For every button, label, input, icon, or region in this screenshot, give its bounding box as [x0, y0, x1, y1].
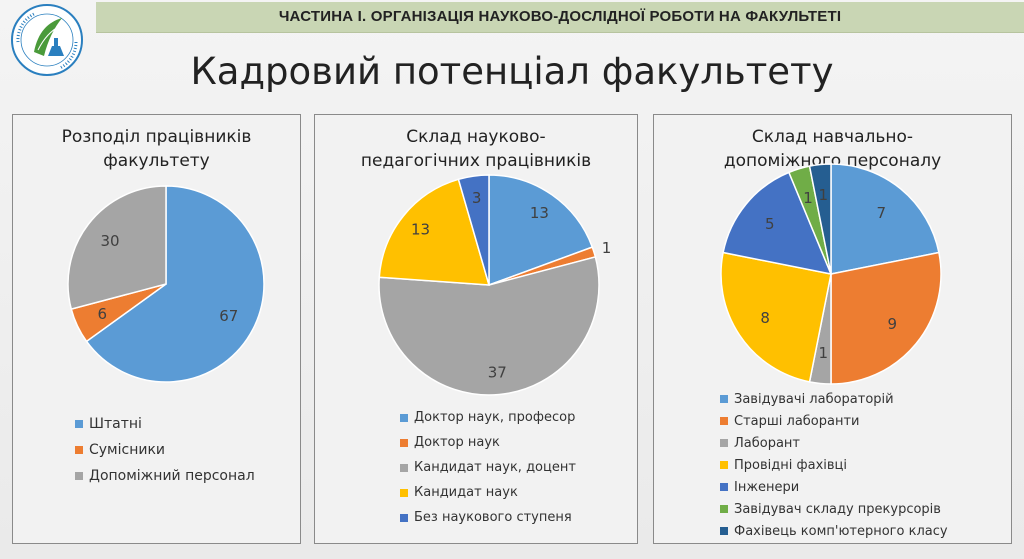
legend-item: Завідувач складу прекурсорів: [720, 498, 948, 520]
legend-item: Штатні: [75, 411, 255, 437]
legend-item: Інженери: [720, 476, 948, 498]
legend-item: Доктор наук, професор: [400, 405, 576, 430]
legend-swatch: [720, 417, 728, 425]
legend-swatch: [75, 420, 83, 428]
legend-label: Сумісники: [89, 442, 166, 458]
data-label: 67: [219, 307, 238, 325]
legend-label: Старші лаборанти: [734, 413, 860, 429]
legend-swatch: [720, 505, 728, 513]
page-title: Кадровий потенціал факультету: [190, 50, 834, 93]
legend-item: Старші лаборанти: [720, 410, 948, 432]
pie-slice: [808, 163, 832, 275]
university-emblem-icon: [11, 4, 83, 76]
chart-panel-support-staff: Склад навчально-допоміжного персоналу 7 9…: [653, 114, 1012, 544]
legend-label: Завідувачі лабораторій: [734, 391, 894, 407]
legend-label: Штатні: [89, 416, 142, 432]
pie-slice: [830, 163, 940, 275]
chart-panel-staff-distribution: Розподіл працівників факультету 67 6 30 Шт…: [12, 114, 301, 544]
chart-title: Склад навчально-допоміжного персоналу: [723, 127, 942, 171]
legend-label: Завідувач складу прекурсорів: [734, 501, 941, 517]
data-label: 1: [803, 189, 813, 207]
pie-slice: [85, 185, 265, 383]
legend-item: Кандидат наук, доцент: [400, 455, 576, 480]
data-label: 13: [530, 204, 549, 222]
data-label: 13: [411, 221, 430, 239]
legend-swatch: [400, 463, 408, 472]
legend-swatch: [75, 446, 83, 454]
legend-swatch: [720, 483, 728, 491]
legend-label: Кандидат наук: [414, 485, 518, 500]
legend-label: Фахівець комп'ютерного класу: [734, 523, 948, 539]
legend-label: Доктор наук, професор: [414, 410, 576, 425]
legend-item: Без наукового ступеня: [400, 505, 576, 530]
pie-slice: [378, 178, 491, 286]
pie-slice: [488, 174, 594, 287]
legend-label: Провідні фахівці: [734, 457, 847, 473]
legend-swatch: [720, 395, 728, 403]
legend-swatch: [400, 438, 408, 447]
data-label: 1: [818, 186, 828, 204]
legend-item: Сумісники: [75, 437, 255, 463]
chart-legend: Штатні Сумісники Допоміжний персонал: [75, 411, 255, 489]
pie-slice: [67, 185, 167, 311]
data-label: 8: [760, 309, 770, 327]
data-label: 3: [472, 189, 482, 207]
header-bar: ЧАСТИНА І. ОРГАНІЗАЦІЯ НАУКОВО-ДОСЛІДНОЇ…: [96, 2, 1024, 33]
legend-swatch: [75, 472, 83, 480]
legend-swatch: [720, 527, 728, 535]
legend-swatch: [400, 513, 408, 522]
chart-title: Склад науково-педагогічних працівників: [360, 127, 592, 171]
chart-legend: Доктор наук, професор Доктор наук Кандидат…: [400, 405, 576, 530]
legend-label: Допоміжний персонал: [89, 468, 255, 484]
legend-item: Лаборант: [720, 432, 948, 454]
legend-item: Провідні фахівці: [720, 454, 948, 476]
legend-item: Кандидат наук: [400, 480, 576, 505]
pie-slice: [830, 251, 942, 385]
legend-swatch: [400, 488, 408, 497]
header-title: ЧАСТИНА І. ОРГАНІЗАЦІЯ НАУКОВО-ДОСЛІДНОЇ…: [278, 8, 842, 25]
pie-chart-staff-distribution: 67 6 30: [67, 185, 265, 383]
data-label: 9: [887, 315, 897, 333]
pie-slice: [720, 251, 832, 383]
legend-item: Фахівець комп'ютерного класу: [720, 520, 948, 542]
data-label: 7: [876, 204, 886, 222]
legend-item: Доктор наук: [400, 430, 576, 455]
data-label: 1: [602, 239, 612, 257]
data-label: 37: [488, 364, 507, 382]
data-label: 5: [765, 215, 775, 233]
legend-item: Завідувачі лабораторій: [720, 388, 948, 410]
legend-label: Без наукового ступеня: [414, 510, 572, 525]
pie-slice: [457, 174, 490, 286]
data-label: 30: [101, 232, 120, 250]
pie-chart-teaching-staff: 13 1 37 13 3: [378, 174, 612, 396]
pie-slice: [722, 171, 833, 276]
legend-item: Допоміжний персонал: [75, 463, 255, 489]
legend-swatch: [400, 413, 408, 422]
chart-legend: Завідувачі лабораторій Старші лаборанти Ла…: [720, 388, 948, 542]
legend-label: Кандидат наук, доцент: [414, 460, 576, 475]
data-label: 1: [818, 344, 828, 362]
data-label: 6: [97, 305, 107, 323]
legend-swatch: [720, 461, 728, 469]
legend-label: Доктор наук: [414, 435, 500, 450]
chart-title: Розподіл працівників факультету: [61, 127, 252, 171]
legend-swatch: [720, 439, 728, 447]
pie-slice: [378, 256, 600, 396]
chart-panel-teaching-staff: Склад науково-педагогічних працівників 1…: [314, 114, 638, 544]
legend-label: Інженери: [734, 479, 800, 495]
legend-label: Лаборант: [734, 435, 801, 451]
